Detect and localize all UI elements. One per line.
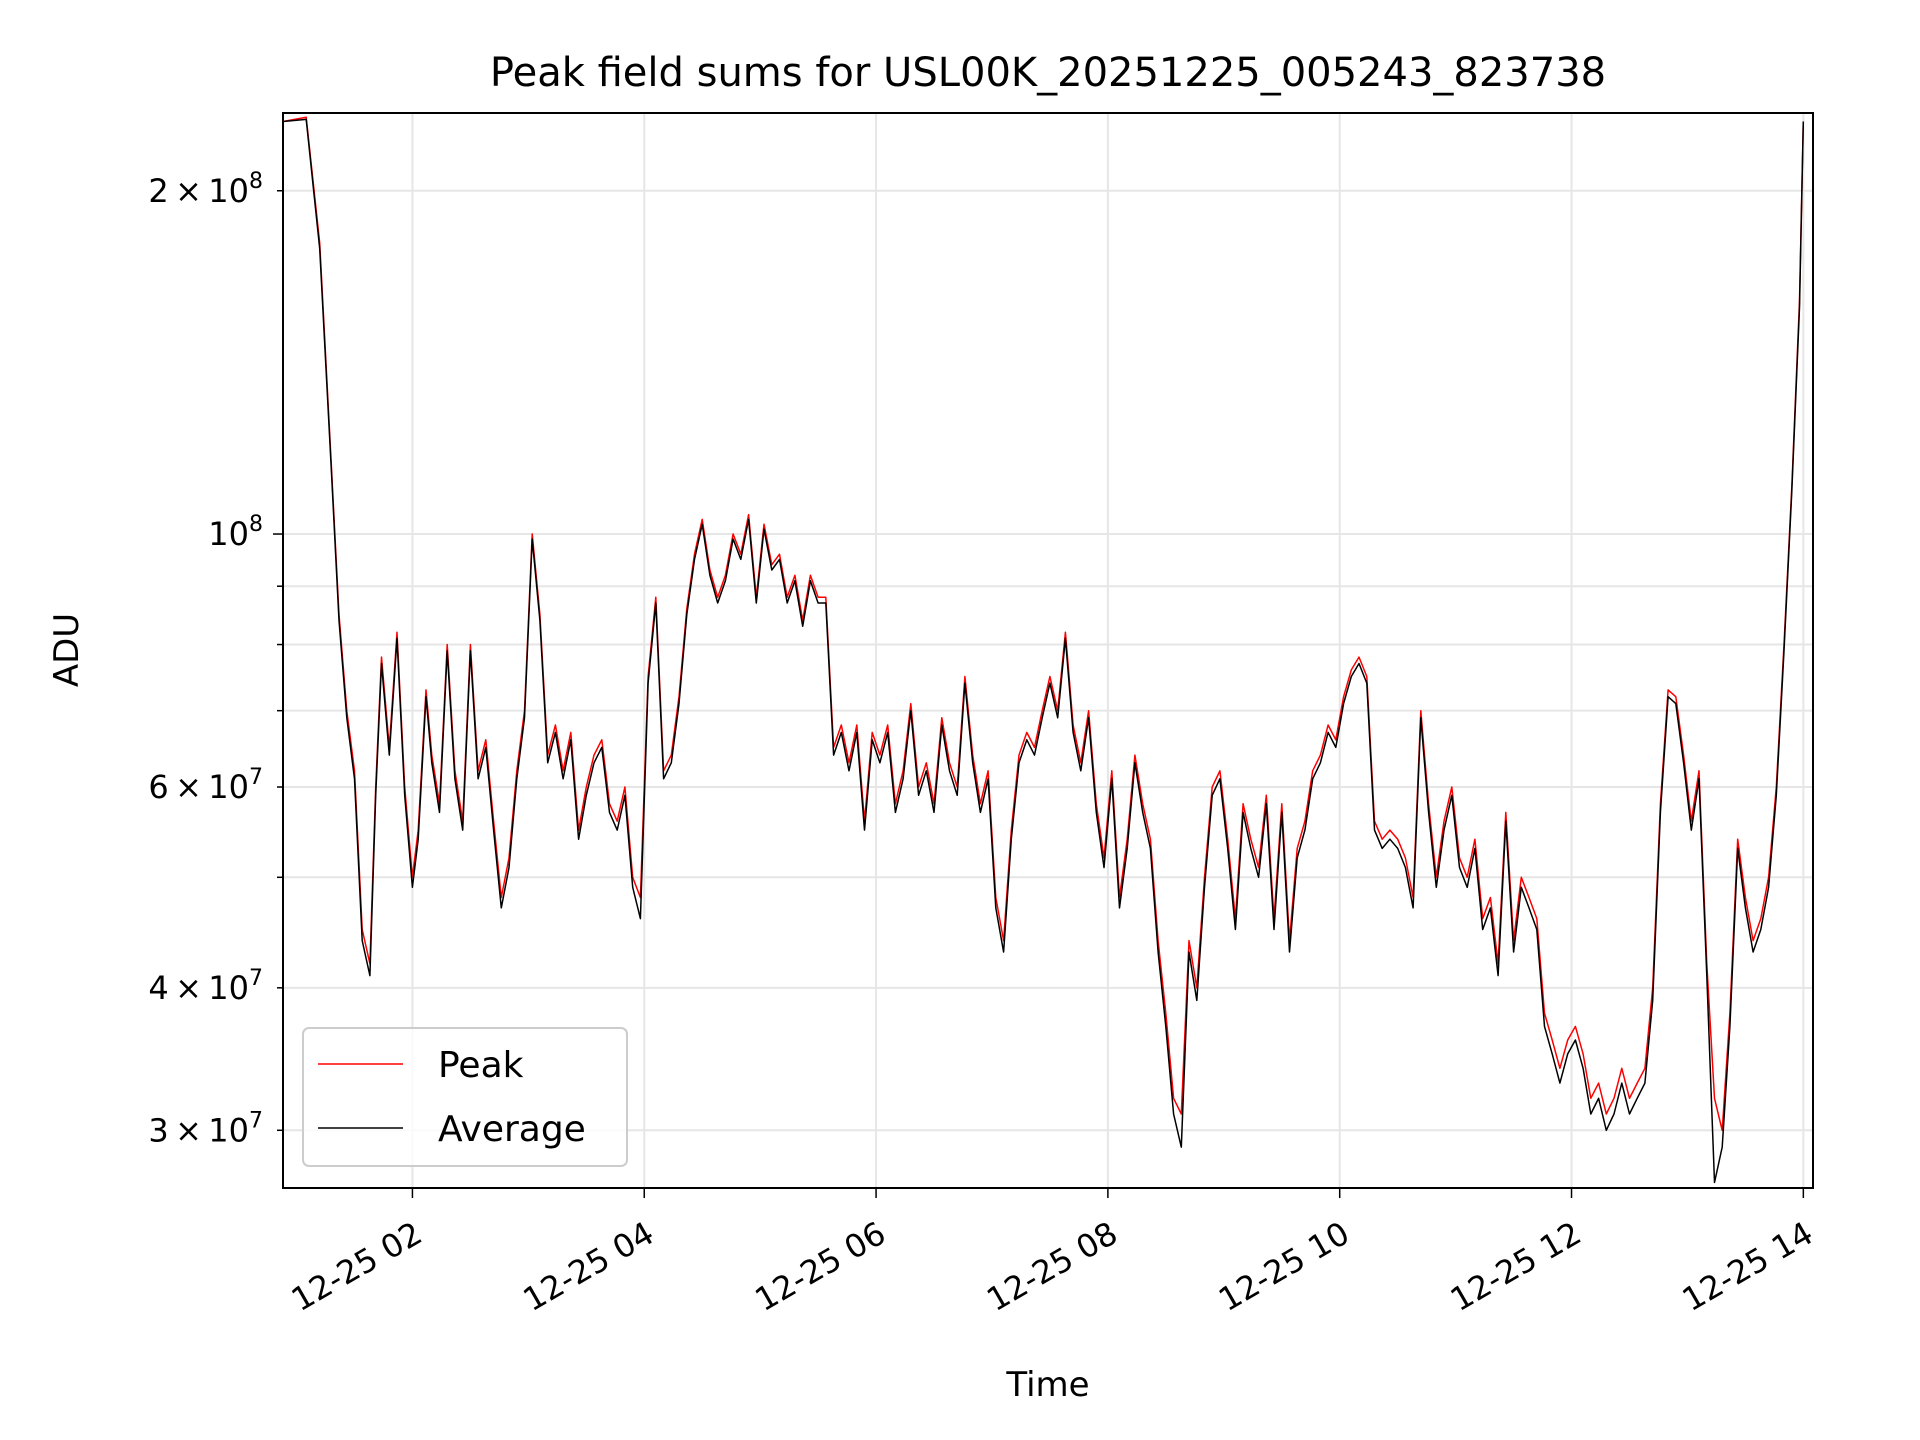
legend: Peak Average [302, 1027, 628, 1167]
y-axis-label: ADU [47, 613, 87, 687]
y-tick-label: 108 [208, 512, 263, 553]
y-tick-label: 4 × 107 [148, 966, 263, 1007]
plot-series [282, 116, 1805, 1184]
y-tick-label: 2 × 108 [148, 169, 263, 210]
y-axis-ticks: 108 3 × 107 4 × 107 6 × 107 2 × 108 [148, 169, 283, 1149]
legend-label-average: Average [438, 1109, 586, 1150]
series-line-peak [282, 116, 1805, 1132]
plot-area-frame [282, 112, 1814, 1189]
x-axis-label: Time [1005, 1365, 1089, 1405]
y-tick-label: 3 × 107 [148, 1108, 263, 1149]
y-tick-label: 6 × 107 [148, 765, 263, 806]
legend-label-peak: Peak [438, 1045, 524, 1086]
grid-lines [283, 113, 1813, 1188]
chart-title: Peak field sums for USL00K_20251225_0052… [490, 50, 1606, 96]
series-line-average [282, 118, 1805, 1184]
legend-frame [302, 1027, 628, 1167]
